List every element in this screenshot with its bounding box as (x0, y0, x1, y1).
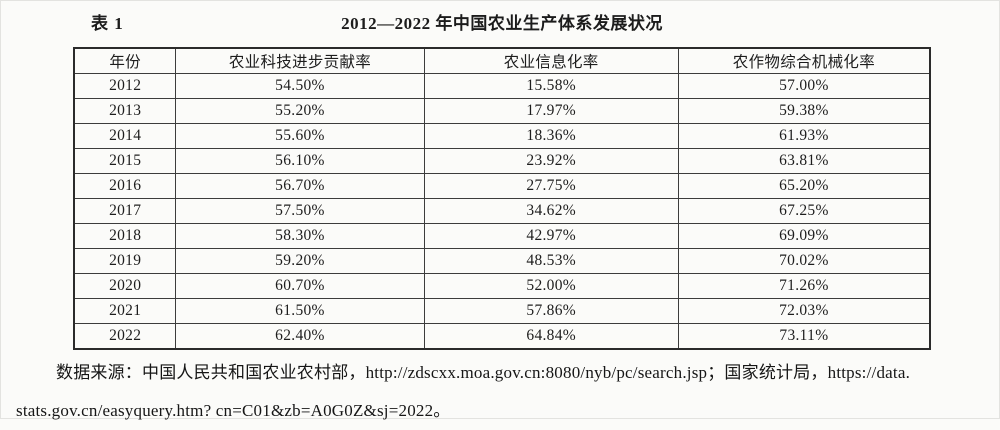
cell-tech-progress: 56.70% (175, 173, 425, 199)
cell-informatization: 48.53% (423, 248, 679, 274)
cell-tech-progress: 55.20% (175, 98, 425, 124)
column-header-tech-progress-rate: 农业科技进步贡献率 (175, 47, 425, 74)
table-row: 2019 59.20% 48.53% 70.02% (73, 248, 931, 274)
table-row: 2015 56.10% 23.92% 63.81% (73, 148, 931, 174)
table-row: 2017 57.50% 34.62% 67.25% (73, 198, 931, 224)
table-row: 2016 56.70% 27.75% 65.20% (73, 173, 931, 199)
cell-tech-progress: 61.50% (175, 298, 425, 324)
cell-mechanization: 59.38% (677, 98, 931, 124)
cell-year: 2012 (73, 73, 177, 99)
table-row: 2014 55.60% 18.36% 61.93% (73, 123, 931, 149)
table-row: 2012 54.50% 15.58% 57.00% (73, 73, 931, 99)
cell-informatization: 42.97% (423, 223, 679, 249)
data-source-line-1: 数据来源：中国人民共和国农业农村部，http://zdscxx.moa.gov.… (56, 363, 911, 382)
cell-year: 2021 (73, 298, 177, 324)
agriculture-data-table: 年份 农业科技进步贡献率 农业信息化率 农作物综合机械化率 2012 54.50… (73, 47, 931, 350)
cell-informatization: 57.86% (423, 298, 679, 324)
cell-tech-progress: 62.40% (175, 323, 425, 350)
cell-mechanization: 65.20% (677, 173, 931, 199)
table-row: 2021 61.50% 57.86% 72.03% (73, 298, 931, 324)
cell-mechanization: 69.09% (677, 223, 931, 249)
cell-tech-progress: 58.30% (175, 223, 425, 249)
cell-informatization: 23.92% (423, 148, 679, 174)
cell-mechanization: 73.11% (677, 323, 931, 350)
cell-year: 2013 (73, 98, 177, 124)
cell-year: 2019 (73, 248, 177, 274)
cell-mechanization: 61.93% (677, 123, 931, 149)
cell-year: 2014 (73, 123, 177, 149)
scanned-paper-table: 表 1 2012—2022 年中国农业生产体系发展状况 年份 农业科技进步贡献率… (0, 0, 1000, 420)
cell-informatization: 34.62% (423, 198, 679, 224)
table-header-row: 年份 农业科技进步贡献率 农业信息化率 农作物综合机械化率 (73, 47, 931, 74)
cell-mechanization: 72.03% (677, 298, 931, 324)
cell-informatization: 27.75% (423, 173, 679, 199)
cell-informatization: 15.58% (423, 73, 679, 99)
cell-tech-progress: 59.20% (175, 248, 425, 274)
data-source-line-2: stats.gov.cn/easyquery.htm? cn=C01&zb=A0… (16, 401, 451, 420)
cell-tech-progress: 55.60% (175, 123, 425, 149)
cell-informatization: 52.00% (423, 273, 679, 299)
column-header-mechanization-rate: 农作物综合机械化率 (677, 47, 931, 74)
cell-mechanization: 71.26% (677, 273, 931, 299)
table-row: 2018 58.30% 42.97% 69.09% (73, 223, 931, 249)
table-row: 2022 62.40% 64.84% 73.11% (73, 323, 931, 350)
cell-mechanization: 67.25% (677, 198, 931, 224)
cell-mechanization: 70.02% (677, 248, 931, 274)
table-row: 2020 60.70% 52.00% 71.26% (73, 273, 931, 299)
cell-tech-progress: 54.50% (175, 73, 425, 99)
column-header-year: 年份 (73, 47, 177, 74)
data-source-note: 数据来源：中国人民共和国农业农村部，http://zdscxx.moa.gov.… (16, 354, 984, 430)
cell-mechanization: 63.81% (677, 148, 931, 174)
cell-informatization: 64.84% (423, 323, 679, 350)
cell-year: 2016 (73, 173, 177, 199)
cell-informatization: 17.97% (423, 98, 679, 124)
table-number-label: 表 1 (91, 14, 124, 33)
table-title: 2012—2022 年中国农业生产体系发展状况 (341, 14, 663, 33)
table-row: 2013 55.20% 17.97% 59.38% (73, 98, 931, 124)
cell-tech-progress: 60.70% (175, 273, 425, 299)
cell-tech-progress: 56.10% (175, 148, 425, 174)
cell-year: 2015 (73, 148, 177, 174)
cell-year: 2022 (73, 323, 177, 350)
cell-year: 2017 (73, 198, 177, 224)
cell-year: 2018 (73, 223, 177, 249)
cell-informatization: 18.36% (423, 123, 679, 149)
cell-tech-progress: 57.50% (175, 198, 425, 224)
cell-year: 2020 (73, 273, 177, 299)
column-header-informatization-rate: 农业信息化率 (423, 47, 679, 74)
cell-mechanization: 57.00% (677, 73, 931, 99)
